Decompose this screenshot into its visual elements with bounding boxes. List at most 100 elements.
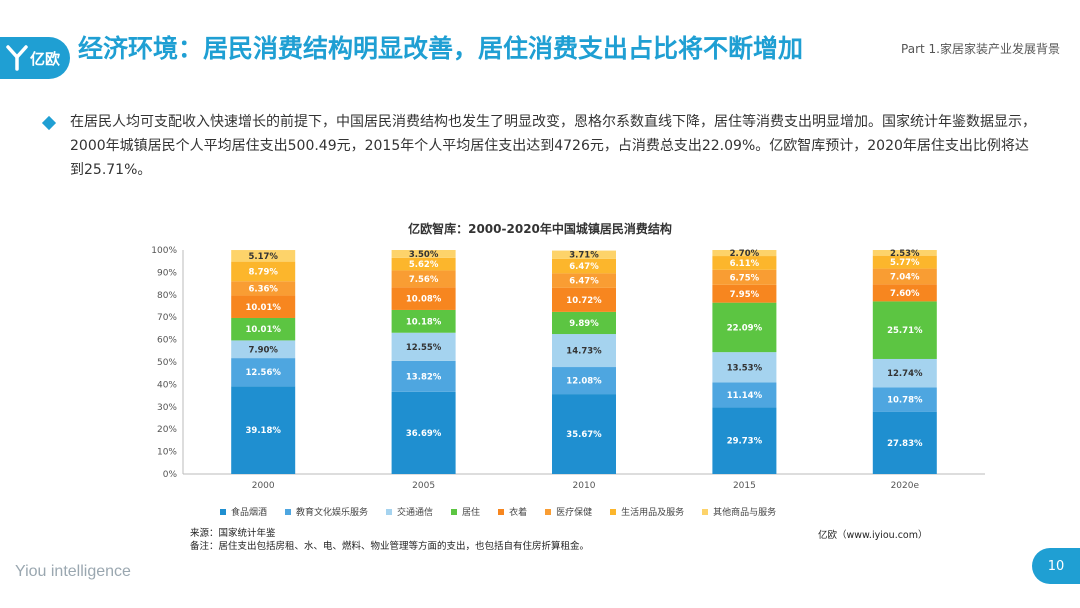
- data-label: 7.90%: [248, 345, 278, 355]
- data-label: 5.62%: [409, 260, 439, 270]
- bar-segment: [552, 258, 616, 274]
- bar-segment: [712, 256, 777, 270]
- data-label: 6.11%: [730, 259, 760, 269]
- bar-segment: [552, 250, 616, 259]
- data-label: 13.82%: [406, 372, 442, 382]
- data-label: 22.09%: [727, 323, 763, 333]
- legend-label: 教育文化娱乐服务: [296, 508, 369, 518]
- y-tick-label: 30%: [157, 403, 177, 413]
- data-label: 10.08%: [406, 295, 442, 305]
- bar-segment: [872, 268, 937, 285]
- legend-item: 居住: [451, 505, 480, 518]
- y-tick-label: 80%: [157, 291, 177, 301]
- y-tick-label: 40%: [157, 380, 177, 390]
- y-tick-label: 70%: [157, 313, 177, 323]
- bar-segment: [872, 411, 937, 474]
- bar-segment: [552, 394, 616, 474]
- source-note: 来源：国家统计年鉴 备注：居住支出包括房租、水、电、燃料、物业管理等方面的支出，…: [190, 527, 589, 553]
- bar-segment: [391, 332, 456, 361]
- data-label: 35.67%: [566, 430, 602, 440]
- site-credit: 亿欧（www.iyiou.com）: [818, 530, 928, 541]
- bar-segment: [552, 273, 616, 288]
- bar-segment: [231, 281, 296, 296]
- x-tick-label: 2020e: [891, 481, 920, 491]
- bar-segment: [712, 352, 777, 383]
- bar-segment: [231, 295, 296, 318]
- data-label: 6.75%: [730, 273, 760, 283]
- bar-segment: [712, 407, 777, 474]
- legend-item: 教育文化娱乐服务: [285, 505, 368, 518]
- y-tick-label: 50%: [157, 358, 177, 368]
- data-label: 6.47%: [569, 277, 599, 287]
- y-tick-label: 90%: [157, 268, 177, 278]
- data-label: 5.17%: [248, 252, 278, 262]
- data-label: 3.71%: [569, 251, 599, 261]
- bar-segment: [872, 387, 937, 412]
- data-label: 2.53%: [890, 249, 920, 259]
- page-number: 10: [1032, 548, 1080, 584]
- legend-label: 其他商品与服务: [713, 508, 777, 518]
- diamond-bullet-icon: [41, 115, 57, 131]
- bar-segment: [231, 386, 296, 474]
- stacked-bar-chart: 0% 10% 20% 30% 40% 50% 60% 70% 80% 90% 100% 39.18% 1…: [151, 246, 985, 491]
- source-line: 来源：国家统计年鉴: [190, 528, 276, 539]
- legend-swatch: [702, 508, 709, 515]
- data-label: 12.55%: [406, 343, 442, 353]
- legend-swatch: [451, 508, 458, 515]
- legend-swatch: [386, 508, 393, 515]
- legend-label: 生活用品及服务: [621, 508, 685, 518]
- bar-segment: [231, 250, 296, 262]
- legend-label: 医疗保健: [556, 508, 593, 518]
- legend-swatch: [285, 508, 292, 515]
- data-label: 12.56%: [245, 368, 281, 378]
- data-label: 8.79%: [248, 267, 278, 277]
- legend-item: 其他商品与服务: [702, 505, 776, 518]
- legend-label: 居住: [462, 508, 481, 518]
- bar-segment: [231, 261, 296, 282]
- data-label: 10.01%: [245, 303, 281, 313]
- x-tick-label: 2015: [733, 481, 756, 491]
- bar-segment: [231, 317, 296, 341]
- x-tick-label: 2000: [252, 481, 275, 491]
- chart-legend: 食品烟酒 教育文化娱乐服务 交通通信 居住 衣着 医疗保健 生活用品及服务 其他商品与服务: [220, 505, 776, 518]
- data-label: 36.69%: [406, 429, 442, 439]
- bar-segment: [391, 309, 456, 333]
- logo-text: 亿欧: [30, 49, 61, 68]
- chart-title: 亿欧智库：2000-2020年中国城镇居民消费结构: [408, 222, 672, 236]
- y-tick-label: 60%: [157, 336, 177, 346]
- bar-segment: [872, 250, 937, 256]
- bar-segment: [872, 255, 937, 269]
- legend-item: 生活用品及服务: [610, 505, 684, 518]
- y-tick-label: 10%: [157, 448, 177, 458]
- bar-segment: [391, 250, 456, 258]
- intro-paragraph: 在居民人均可支配收入快速增长的前提下，中国居民消费结构也发生了明显改变，恩格尔系…: [70, 114, 1036, 178]
- bar-segment: [872, 301, 937, 359]
- x-tick-label: 2005: [412, 481, 435, 491]
- data-label: 14.73%: [566, 347, 602, 357]
- data-label: 10.78%: [887, 396, 923, 406]
- bar-segment: [231, 340, 296, 359]
- data-label: 6.36%: [248, 284, 278, 294]
- data-label: 39.18%: [245, 426, 281, 436]
- legend-label: 衣着: [509, 508, 528, 518]
- y-tick-label: 100%: [151, 246, 177, 256]
- legend-swatch: [545, 508, 552, 515]
- data-label: 11.14%: [727, 391, 763, 401]
- bar-segment: [552, 311, 616, 335]
- bar-segment: [552, 287, 616, 312]
- brand-footer: Yiou intelligence: [15, 563, 131, 580]
- data-label: 3.50%: [409, 250, 439, 260]
- legend-swatch: [498, 508, 505, 515]
- data-label: 5.77%: [890, 258, 920, 268]
- bar-segment: [231, 358, 296, 387]
- legend-swatch: [220, 508, 226, 515]
- data-label: 27.83%: [887, 439, 923, 449]
- y-tick-label: 20%: [157, 425, 177, 435]
- remark-line: 备注：居住支出包括房租、水、电、燃料、物业管理等方面的支出，也包括自有住房折算租…: [190, 541, 590, 552]
- legend-label: 交通通信: [397, 508, 434, 518]
- legend-item: 交通通信: [386, 505, 433, 518]
- bar-segment: [712, 284, 777, 303]
- data-label: 25.71%: [887, 326, 923, 336]
- data-label: 6.47%: [569, 262, 599, 272]
- legend-item: 衣着: [498, 505, 527, 518]
